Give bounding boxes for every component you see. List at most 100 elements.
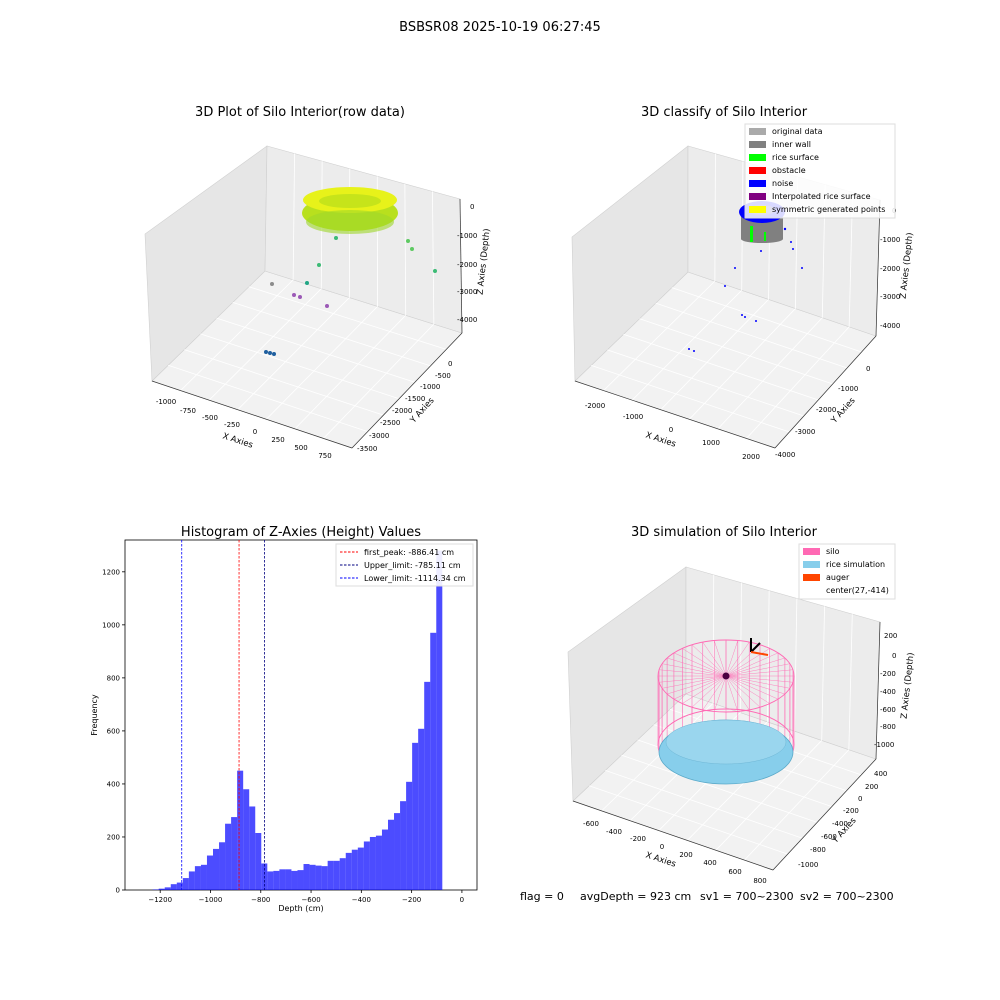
grid-line bbox=[671, 287, 862, 353]
legend-label-symmetric: symmetric generated points bbox=[772, 205, 885, 214]
grid-line bbox=[767, 590, 770, 722]
raw-y-tick: -2000 bbox=[392, 407, 412, 415]
classify-y-tick: -1000 bbox=[838, 385, 858, 393]
histogram-bar bbox=[375, 835, 382, 890]
grid-line bbox=[237, 297, 350, 410]
legend-label-center: center(27,-414) bbox=[826, 586, 889, 595]
raw-scatter-point bbox=[325, 304, 329, 308]
y-axis-line bbox=[774, 335, 877, 449]
histogram-bar bbox=[309, 864, 316, 890]
histogram-x-tick-label: −400 bbox=[352, 896, 371, 904]
histogram-bar bbox=[206, 855, 213, 890]
histogram-x-ticks: −1200 −1000 −800 −600 −400 −200 0 bbox=[148, 890, 464, 904]
raw-scatter-point bbox=[268, 351, 272, 355]
legend-swatch-auger bbox=[803, 574, 820, 581]
grid-line bbox=[208, 288, 322, 401]
histogram-legend: first_peak: -886.41 cm Upper_limit: -785… bbox=[335, 543, 474, 587]
grid-line bbox=[200, 333, 400, 400]
classify-noise-point bbox=[724, 285, 726, 287]
legend-label-silo: silo bbox=[826, 547, 840, 556]
simulation-z-tick: -800 bbox=[880, 723, 896, 731]
silo-roof-line bbox=[691, 675, 727, 708]
simulation-y-tick: 200 bbox=[865, 783, 878, 791]
grid-line bbox=[621, 754, 818, 823]
histogram-bar bbox=[394, 813, 401, 890]
silo-roof-line bbox=[725, 675, 793, 683]
histogram-x-tick-label: −800 bbox=[251, 896, 270, 904]
legend-label-obstacle: obstacle bbox=[772, 166, 806, 175]
histogram-y-tick-label: 200 bbox=[107, 833, 120, 841]
panel-histogram: Histogram of Z-Axies (Height) Values −12… bbox=[90, 525, 478, 913]
histogram-bar bbox=[267, 871, 274, 890]
classify-noise-point bbox=[792, 248, 794, 250]
silo-roof-line bbox=[725, 657, 785, 677]
simulation-z-tick: -1000 bbox=[874, 741, 894, 749]
histogram-bar bbox=[158, 888, 165, 890]
histogram-bar bbox=[418, 728, 425, 890]
silo-roof-line bbox=[673, 675, 727, 700]
x-axis-line bbox=[151, 380, 353, 449]
grid-line bbox=[292, 153, 295, 280]
status-footer: flag = 0 avgDepth = 923 cm sv1 = 700~230… bbox=[520, 890, 894, 903]
raw-z-tick: -4000 bbox=[457, 316, 477, 324]
raw-scatter-point bbox=[270, 282, 274, 286]
legend-label-inner-wall: inner wall bbox=[772, 140, 811, 149]
raw-scatter-point bbox=[298, 295, 302, 299]
simulation-y-tick: -200 bbox=[843, 807, 859, 815]
grid-line bbox=[432, 191, 435, 325]
histogram-bar bbox=[243, 789, 250, 890]
histogram-bar bbox=[321, 866, 328, 890]
z-axis-line bbox=[875, 199, 881, 337]
classify-z-tick: -2000 bbox=[880, 265, 900, 273]
histogram-bar bbox=[219, 842, 226, 890]
grid-line bbox=[589, 785, 788, 855]
silo-roof-line bbox=[673, 652, 727, 677]
grid-line bbox=[631, 290, 742, 401]
grid-line bbox=[660, 299, 769, 410]
grid-line bbox=[591, 365, 790, 433]
silo-roof-line bbox=[725, 675, 738, 712]
simulation-z-tick: -400 bbox=[880, 688, 896, 696]
silo-roof-line bbox=[725, 663, 790, 677]
raw-x-tick: -750 bbox=[180, 407, 196, 415]
simulation-y-tick: -800 bbox=[810, 846, 826, 854]
simulation-x-tick: 200 bbox=[679, 851, 692, 859]
histogram-bar bbox=[381, 829, 388, 890]
histogram-y-tick-label: 800 bbox=[107, 674, 120, 682]
histogram-y-tick-label: 600 bbox=[107, 727, 120, 735]
legend-swatch-rice-simulation bbox=[803, 561, 820, 568]
simulation-y-ticks: 400 200 0 -200 -400 -600 -800 -1000 bbox=[798, 770, 887, 869]
grid-line bbox=[232, 302, 431, 367]
raw-scatter-point bbox=[334, 236, 338, 240]
raw-ring-front bbox=[306, 210, 394, 234]
raw-scatter-point bbox=[305, 281, 309, 285]
raw-x-tick: -1000 bbox=[156, 398, 176, 406]
histogram-title: Histogram of Z-Axies (Height) Values bbox=[181, 525, 421, 540]
grid-line bbox=[266, 306, 378, 420]
raw-x-label: X Axies bbox=[221, 431, 254, 450]
histogram-bar bbox=[345, 852, 352, 890]
simulation-x-tick: -200 bbox=[630, 835, 646, 843]
grid-line bbox=[715, 740, 823, 851]
legend-label-noise: noise bbox=[772, 179, 793, 188]
legend-swatch-original bbox=[749, 128, 766, 135]
simulation-x-tick: -400 bbox=[606, 828, 622, 836]
x-axis-line bbox=[574, 380, 776, 449]
legend-label-first-peak: first_peak: -886.41 cm bbox=[364, 548, 454, 557]
auger-arm bbox=[750, 642, 761, 653]
status-avg-depth: avgDepth = 923 cm bbox=[580, 890, 691, 903]
histogram-bar bbox=[152, 889, 159, 890]
histogram-bar bbox=[400, 801, 407, 890]
histogram-bar bbox=[176, 882, 183, 890]
silo-roof-line bbox=[667, 675, 727, 695]
grid-line bbox=[794, 598, 798, 732]
classify-y-tick: 0 bbox=[866, 365, 870, 373]
classify-x-ticks: -2000 -1000 0 1000 2000 bbox=[585, 402, 760, 461]
simulation-z-label: Z Axies (Depth) bbox=[900, 652, 917, 719]
raw-x-ticks: -1000 -750 -500 -250 0 250 500 750 bbox=[156, 398, 332, 460]
silo-roof-line bbox=[725, 675, 770, 704]
classify-noise-point bbox=[801, 267, 803, 269]
raw-x-tick: 250 bbox=[271, 436, 284, 444]
panel-classify-3d: 3D classify of Silo Interior -2000 -1000… bbox=[571, 105, 915, 461]
histogram-bar bbox=[369, 836, 376, 890]
